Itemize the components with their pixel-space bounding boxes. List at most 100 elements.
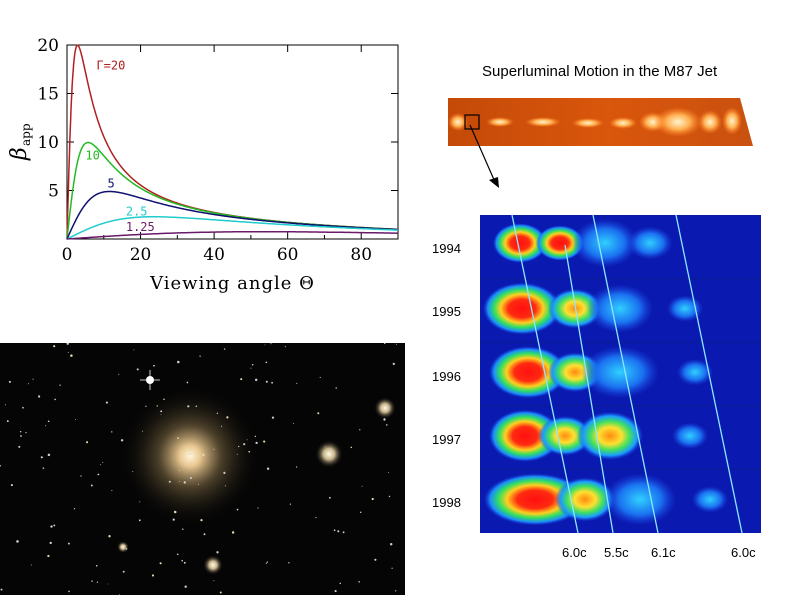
star [182,528,184,530]
x-tick-label: 60 [277,245,299,265]
star [73,508,76,510]
star [288,562,290,564]
y-axis-label-sub: app [19,123,33,146]
star [248,450,251,453]
star [337,530,340,533]
star [255,441,258,445]
star [22,406,24,409]
star [156,405,158,407]
star [118,373,120,375]
emission-knot [538,416,592,456]
star [19,430,22,433]
star [90,484,93,487]
star [359,511,362,514]
year-label-1995: 1995 [432,304,461,319]
star [8,380,11,383]
star [183,561,186,564]
star [246,439,248,441]
star [342,531,345,534]
star [10,484,13,487]
star [111,489,113,492]
star [176,553,179,556]
star [151,574,155,577]
star [250,367,252,369]
star [80,475,82,477]
star [189,453,191,455]
series-label-5: 5 [107,177,114,191]
series-line-20 [66,44,398,240]
star [95,564,98,567]
chart-series [66,44,398,240]
star [67,351,69,353]
motion-line-4 [675,215,743,533]
star [236,508,239,511]
x-tick-label: 40 [203,245,225,265]
series-label-2-5: 2.5 [126,205,148,219]
star [216,412,219,415]
star [319,376,321,378]
star [358,581,360,583]
star [145,405,147,407]
zoom-arrow [469,124,499,188]
panel-title: Superluminal Motion in the M87 Jet [482,63,718,80]
star [223,348,226,350]
emission-knot [493,223,547,263]
star [133,349,135,351]
star [335,387,337,389]
star [293,423,295,425]
speed-label-1: 6.0c [562,545,587,560]
star [70,354,73,357]
star [251,364,254,366]
star [20,435,22,437]
emission-knot [536,225,584,261]
star [16,540,19,543]
star [240,378,243,381]
star [40,456,43,459]
y-tick-label: 20 [37,36,59,56]
star [350,446,353,449]
star [213,580,215,582]
star [179,481,180,482]
emission-knot [627,226,673,260]
star [54,398,56,401]
emission-knot [555,477,615,522]
star [25,431,27,434]
emission-knot [489,409,561,462]
star [333,529,336,532]
star [324,446,326,448]
motion-line-1 [511,215,579,533]
star [266,467,270,470]
star [160,414,162,415]
star [216,551,219,554]
star [172,518,175,521]
star [141,430,143,432]
star [359,429,361,431]
star [173,510,177,514]
star [189,476,192,480]
y-tick-label: 5 [48,182,59,202]
star [263,440,266,443]
star [391,567,393,569]
star [153,364,155,367]
star [317,412,320,415]
star [388,472,390,474]
star [163,398,165,401]
star [18,445,21,448]
star [75,419,76,421]
star [59,384,61,386]
emission-knot [604,473,676,526]
star [111,431,113,433]
star [177,360,180,364]
year-label-1997: 1997 [432,432,461,447]
emission-knot [572,218,638,268]
star [160,410,163,413]
star [371,497,374,501]
star [187,405,190,408]
star [339,582,342,585]
series-label-10: 10 [85,148,99,162]
star [168,480,171,483]
star [231,531,235,534]
star [284,346,286,348]
emission-knot [484,473,586,526]
